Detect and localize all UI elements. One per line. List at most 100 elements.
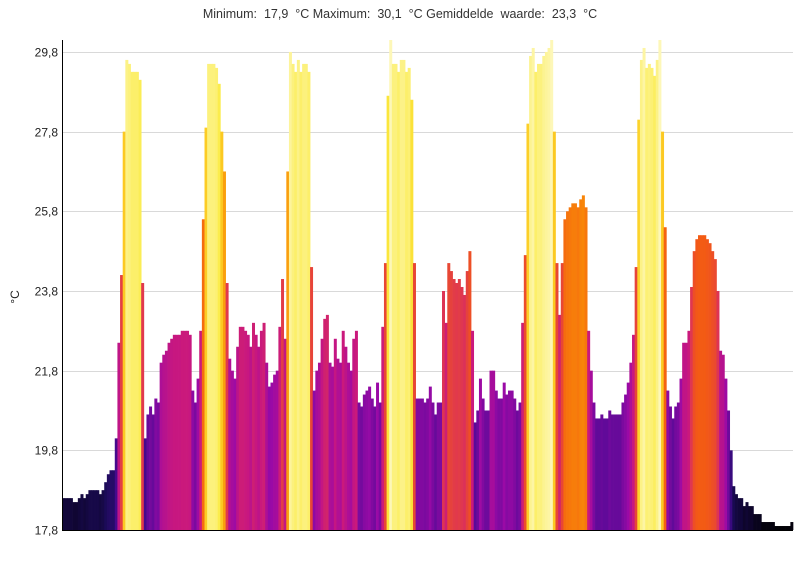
bar (299, 71, 303, 531)
bar (423, 402, 427, 530)
bar (212, 63, 216, 531)
bar (328, 362, 332, 530)
bar (507, 390, 511, 530)
bar (766, 522, 770, 530)
bar (650, 67, 654, 530)
bar (370, 398, 374, 530)
bar (267, 386, 271, 530)
bar (286, 171, 290, 530)
bar (605, 418, 609, 530)
bar (88, 490, 92, 530)
bar (655, 59, 659, 531)
bar (481, 398, 485, 530)
y-axis-title: °C (8, 290, 22, 304)
bar (259, 330, 263, 530)
bar (624, 394, 628, 530)
bar (146, 414, 150, 530)
bar (787, 526, 791, 530)
y-tick-label: 19,8 (35, 444, 59, 458)
bar (249, 346, 253, 530)
bar (199, 330, 203, 530)
bar (642, 47, 646, 530)
bar (381, 326, 385, 530)
bar (238, 326, 242, 530)
bar (774, 526, 778, 530)
bar (265, 362, 269, 530)
bar (157, 402, 160, 530)
bar (497, 398, 501, 530)
bar (64, 498, 68, 530)
bar (510, 390, 514, 530)
bar (428, 386, 432, 530)
bar (254, 334, 258, 530)
bar (452, 279, 456, 530)
bars (62, 40, 794, 531)
bar (444, 322, 448, 530)
bar (252, 322, 255, 530)
bar (500, 398, 504, 530)
bar (537, 63, 541, 531)
bar (682, 342, 686, 530)
bar (347, 362, 350, 530)
bar (671, 418, 675, 530)
bar (186, 330, 190, 530)
bar (547, 47, 551, 530)
bar (494, 390, 498, 530)
bar (661, 131, 665, 530)
bar (732, 486, 736, 530)
bar (724, 378, 728, 530)
bar (386, 95, 390, 531)
bar (117, 342, 121, 530)
bar (296, 59, 300, 531)
bar (122, 131, 126, 530)
bar (257, 346, 261, 530)
bar (763, 522, 767, 530)
y-tick-label: 25,8 (35, 205, 59, 219)
bar (753, 514, 757, 530)
bar (336, 358, 340, 530)
bar (523, 255, 527, 530)
bar (149, 406, 153, 530)
bar (72, 502, 76, 530)
bar (397, 71, 401, 531)
bar (420, 398, 424, 530)
bar (690, 286, 694, 530)
bar (109, 470, 113, 530)
bar (133, 71, 137, 531)
bar (727, 410, 731, 530)
bar (597, 418, 601, 530)
bar (460, 286, 464, 530)
bar (486, 410, 490, 530)
y-tick-label: 21,8 (35, 365, 59, 379)
bar (484, 410, 488, 530)
bar (141, 283, 145, 530)
bar (93, 490, 97, 530)
bar (703, 235, 707, 530)
y-tick-label: 29,8 (35, 46, 59, 60)
bar (365, 390, 369, 530)
bar (167, 342, 171, 530)
bar (188, 334, 192, 530)
bar (750, 506, 754, 530)
bar (275, 370, 279, 530)
bar (632, 334, 636, 530)
bar (668, 406, 672, 530)
bar (518, 402, 522, 530)
bar (304, 63, 308, 531)
bar (349, 370, 353, 530)
bar (207, 63, 211, 531)
bar (734, 494, 738, 530)
bar (769, 522, 773, 530)
bar (563, 219, 567, 530)
bar (130, 71, 134, 531)
bar (568, 207, 572, 530)
bar (492, 370, 496, 530)
bar (104, 482, 108, 530)
bar (455, 283, 459, 530)
bar (373, 406, 377, 530)
y-tick-label: 27,8 (35, 126, 59, 140)
bar (576, 207, 580, 530)
bar (742, 506, 746, 530)
bar (407, 67, 411, 530)
